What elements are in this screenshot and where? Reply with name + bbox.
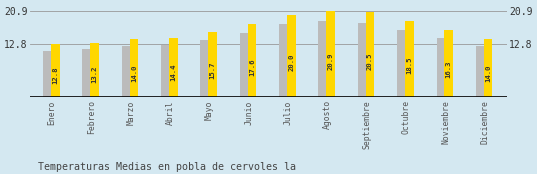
Bar [287, 14, 296, 97]
Bar [208, 32, 217, 97]
Bar [484, 39, 492, 97]
Text: 12.8: 12.8 [52, 66, 58, 84]
Text: 20.0: 20.0 [288, 54, 294, 71]
Text: 20.9: 20.9 [328, 52, 333, 70]
Bar [445, 30, 453, 97]
Bar [405, 21, 413, 97]
Bar [200, 40, 209, 97]
Text: 18.5: 18.5 [407, 57, 412, 74]
Text: 15.7: 15.7 [209, 61, 216, 79]
Bar [90, 43, 99, 97]
Bar [43, 51, 52, 97]
Text: 16.3: 16.3 [446, 60, 452, 78]
Bar [366, 13, 374, 97]
Bar [358, 23, 366, 97]
Text: 14.0: 14.0 [485, 64, 491, 82]
Text: Temperaturas Medias en pobla de cervoles la: Temperaturas Medias en pobla de cervoles… [38, 162, 295, 172]
Text: 20.5: 20.5 [367, 53, 373, 70]
Bar [240, 33, 249, 97]
Bar [437, 38, 445, 97]
Text: 14.0: 14.0 [131, 64, 137, 82]
Bar [326, 11, 335, 97]
Bar [122, 46, 130, 97]
Text: 14.4: 14.4 [170, 64, 176, 81]
Text: 13.2: 13.2 [92, 66, 98, 83]
Bar [318, 21, 327, 97]
Bar [82, 49, 91, 97]
Bar [129, 39, 138, 97]
Bar [51, 44, 60, 97]
Bar [169, 38, 178, 97]
Bar [248, 25, 256, 97]
Bar [397, 30, 406, 97]
Bar [279, 25, 288, 97]
Bar [161, 45, 170, 97]
Bar [476, 46, 484, 97]
Text: 17.6: 17.6 [249, 58, 255, 76]
